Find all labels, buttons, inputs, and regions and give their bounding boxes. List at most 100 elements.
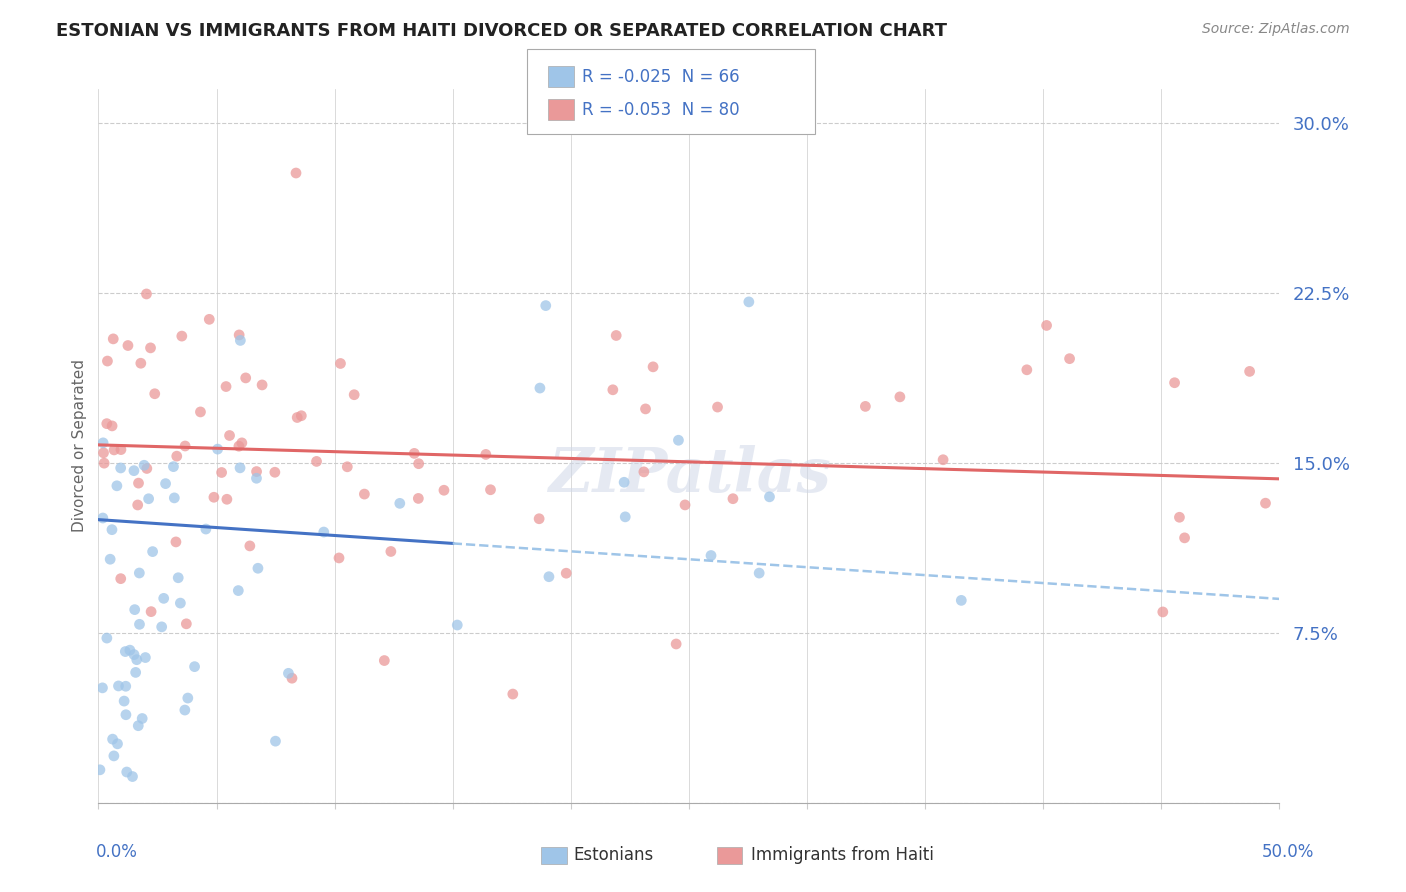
Point (404, 446, 426, 460)
Point (142, 544, 165, 558)
Point (534, 299, 557, 313)
Point (211, 466, 233, 480)
Point (613, 475, 636, 490)
Point (107, 679, 129, 693)
Point (101, 418, 124, 433)
Point (124, 602, 146, 616)
Point (132, 458, 155, 473)
Point (353, 487, 375, 501)
Point (110, 572, 132, 586)
Text: ZIPatlas: ZIPatlas (547, 444, 831, 505)
Point (305, 454, 328, 468)
Point (281, 671, 304, 685)
Point (1254, 496, 1277, 510)
Point (1174, 531, 1197, 545)
Point (277, 666, 299, 681)
Text: 50.0%: 50.0% (1263, 843, 1315, 861)
Point (166, 449, 188, 463)
Point (135, 461, 157, 475)
Point (138, 491, 160, 506)
Point (105, 479, 128, 493)
Point (235, 371, 257, 385)
Point (527, 512, 550, 526)
Point (229, 334, 252, 348)
Point (408, 491, 430, 506)
Point (93, 456, 115, 470)
Point (328, 551, 350, 566)
Point (110, 461, 132, 475)
Point (127, 719, 149, 733)
Point (125, 653, 148, 667)
Point (245, 465, 267, 479)
Point (529, 381, 551, 395)
Point (176, 616, 198, 631)
Point (128, 566, 150, 580)
Point (228, 327, 250, 342)
Point (1163, 376, 1185, 390)
Point (218, 428, 240, 442)
Point (127, 498, 149, 512)
Point (207, 442, 229, 456)
Point (264, 734, 287, 748)
Point (263, 465, 285, 479)
Point (96, 417, 118, 431)
Point (91, 511, 114, 525)
Point (285, 166, 308, 180)
Point (183, 659, 205, 673)
Point (231, 435, 253, 450)
Point (215, 379, 238, 393)
Point (112, 694, 135, 708)
Point (1239, 364, 1261, 378)
Point (162, 459, 184, 474)
Point (118, 643, 141, 657)
Point (380, 544, 402, 558)
Point (228, 439, 250, 453)
Point (226, 583, 249, 598)
Point (290, 409, 312, 423)
Point (329, 356, 352, 370)
Point (124, 665, 146, 680)
Point (555, 566, 578, 581)
Point (96, 354, 118, 368)
Text: Immigrants from Haiti: Immigrants from Haiti (751, 847, 934, 864)
Point (107, 737, 129, 751)
Point (128, 476, 150, 491)
Point (101, 732, 124, 747)
Point (433, 483, 456, 498)
Point (614, 509, 637, 524)
Point (110, 442, 132, 457)
Point (605, 328, 627, 343)
Point (446, 618, 468, 632)
Point (122, 648, 145, 662)
Point (634, 401, 657, 416)
Point (128, 617, 150, 632)
Point (169, 596, 191, 610)
Point (165, 535, 187, 549)
Point (115, 764, 138, 779)
Point (706, 400, 728, 414)
Point (889, 390, 911, 404)
Text: Source: ZipAtlas.com: Source: ZipAtlas.com (1202, 22, 1350, 37)
Point (114, 679, 136, 693)
Point (388, 496, 411, 510)
Point (641, 359, 664, 374)
Point (121, 770, 143, 784)
Point (167, 571, 190, 585)
Point (758, 490, 780, 504)
Point (668, 434, 690, 448)
Point (932, 452, 955, 467)
Text: ESTONIAN VS IMMIGRANTS FROM HAITI DIVORCED OR SEPARATED CORRELATION CHART: ESTONIAN VS IMMIGRANTS FROM HAITI DIVORC… (56, 22, 948, 40)
Point (479, 483, 502, 497)
Point (103, 332, 125, 346)
Point (163, 491, 186, 505)
Point (239, 539, 262, 553)
Point (1152, 605, 1174, 619)
Point (1035, 318, 1057, 333)
Point (950, 593, 973, 607)
Point (114, 644, 136, 658)
Point (312, 524, 335, 539)
Text: R = -0.053  N = 80: R = -0.053 N = 80 (582, 101, 740, 119)
Point (198, 312, 221, 326)
Point (194, 522, 217, 536)
Point (1015, 363, 1038, 377)
